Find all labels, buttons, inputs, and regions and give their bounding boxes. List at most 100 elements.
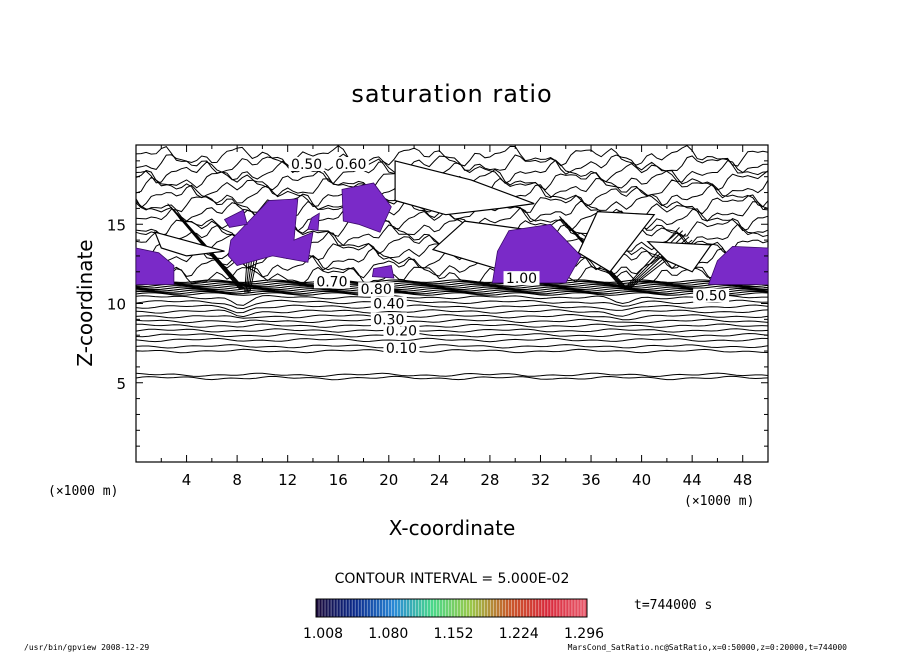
colorbar-ticks: 1.008 1.080 1.152 1.224 1.296	[303, 626, 604, 642]
supersaturated-region	[227, 198, 314, 266]
contour-line	[135, 375, 769, 381]
colorbar-stripe	[316, 599, 320, 617]
contour-label: 0.50	[696, 289, 727, 305]
colorbar-stripe	[388, 599, 392, 617]
contour-label: 0.30	[373, 312, 404, 328]
colorbar-stripe	[490, 599, 494, 617]
contour-labels: 0.10 0.200.300.40 0.50 0.50 0.60 0.70 0.80 1.00	[288, 157, 730, 357]
contour-line	[135, 304, 769, 314]
colorbar-stripe	[502, 599, 506, 617]
x-tick-label-24: 24	[430, 471, 449, 489]
clear-region	[394, 160, 535, 216]
clear-region	[646, 241, 713, 273]
colorbar-stripe	[322, 599, 326, 617]
contour-line	[135, 337, 769, 343]
contour-label: 0.80	[361, 282, 392, 298]
colorbar-stripe	[472, 599, 476, 617]
colorbar-stripe	[409, 599, 413, 617]
contour-line	[135, 280, 769, 285]
colorbar-stripe	[325, 599, 329, 617]
contour-line	[135, 332, 769, 338]
time-label: t=744000 s	[634, 598, 712, 613]
contour-line	[135, 313, 769, 321]
colorbar-stripe	[451, 599, 455, 617]
colorbar-stripe	[370, 599, 374, 617]
colorbar-stripe	[331, 599, 335, 617]
colorbar-stripe	[484, 599, 488, 617]
saturation-fill-regions	[135, 182, 769, 285]
supersaturated-region	[223, 209, 248, 228]
colorbar-stripe	[454, 599, 458, 617]
colorbar-frame	[315, 598, 588, 618]
colorbar-stripe	[538, 599, 543, 617]
colorbar-stripe	[337, 599, 341, 617]
contour-label-bg	[383, 323, 420, 338]
contour-line	[135, 318, 769, 324]
colorbar-stripe	[394, 599, 398, 617]
contour-label: 1.00	[506, 271, 537, 287]
colorbar-stripe	[562, 599, 567, 617]
colorbar-stripe	[580, 599, 585, 617]
x-tick-label-28: 28	[480, 471, 499, 489]
colorbar-stripe	[565, 599, 570, 617]
colorbar-stripe	[382, 599, 386, 617]
colorbar-stripe	[433, 599, 437, 617]
colorbar-stripe	[532, 599, 537, 617]
colorbar-stripe	[469, 599, 473, 617]
colorbar-stripe	[460, 599, 464, 617]
clear-region	[153, 231, 225, 257]
contour-line	[135, 348, 769, 354]
colorbar-stripe	[493, 599, 497, 617]
colorbar-stripe	[328, 599, 332, 617]
supersaturated-region	[307, 212, 320, 232]
supersaturated-region	[491, 223, 582, 284]
colorbar-stripe	[352, 599, 356, 617]
colorbar-stripe	[379, 599, 383, 617]
colorbar-stripe	[427, 599, 431, 617]
contour-label-bg	[370, 296, 407, 311]
contour-layer	[135, 144, 769, 381]
contour-line	[135, 292, 769, 296]
z-tick-label-15: 15	[107, 216, 126, 234]
contour-line	[135, 265, 769, 285]
colorbar-stripe	[430, 599, 434, 617]
colorbar-stripe	[439, 599, 443, 617]
colorbar-stripe	[445, 599, 449, 617]
supersaturated-region	[708, 245, 769, 285]
colorbar-stripe	[487, 599, 491, 617]
x-tick-label-48: 48	[733, 471, 752, 489]
colorbar-stripe	[385, 599, 389, 617]
x-unit-left: (×1000 m)	[48, 484, 118, 499]
contour-line	[135, 309, 769, 318]
colorbar-stripe	[355, 599, 359, 617]
colorbar-stripe	[523, 599, 528, 617]
z-tick-label-10: 10	[107, 296, 126, 314]
colorbar-stripe	[535, 599, 540, 617]
contour-line	[135, 144, 769, 167]
footer-left: /usr/bin/gpview 2008-12-29	[24, 643, 149, 652]
colorbar-stripe	[559, 599, 564, 617]
colorbar: 1.008 1.080 1.152 1.224 1.296	[303, 598, 604, 642]
x-unit-right: (×1000 m)	[684, 494, 754, 509]
contour-label-bg	[503, 271, 540, 286]
contour-label: 0.20	[386, 323, 417, 339]
colorbar-stripe	[376, 599, 380, 617]
footer-right: MarsCond_SatRatio.nc@SatRatio,x=0:50000,…	[568, 643, 848, 652]
colorbar-stripe	[577, 599, 582, 617]
colorbar-stripe	[406, 599, 410, 617]
colorbar-stripe	[529, 599, 534, 617]
contour-line	[135, 282, 769, 286]
colorbar-stripe	[391, 599, 395, 617]
contour-label-bg	[313, 274, 350, 289]
colorbar-stripe	[505, 599, 510, 617]
contour-line	[135, 328, 769, 333]
contour-interval-text: CONTOUR INTERVAL = 5.000E-02	[335, 571, 570, 587]
colorbar-tick-label: 1.080	[368, 626, 408, 642]
colorbar-stripe	[349, 599, 353, 617]
contour-line	[624, 230, 684, 290]
contour-line	[135, 290, 769, 295]
colorbar-stripe	[475, 599, 479, 617]
colorbar-stripe	[571, 599, 576, 617]
contour-line	[135, 344, 769, 349]
